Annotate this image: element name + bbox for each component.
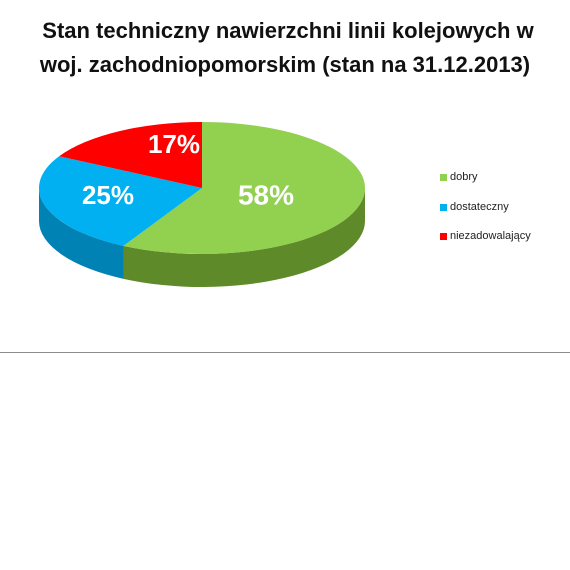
pie-sides	[39, 188, 365, 287]
legend-item-niezadowalajacy: niezadowalający	[440, 229, 531, 243]
pie-slice-niezadowalający	[59, 122, 202, 188]
pie-chart: 58% 25% 17%	[38, 122, 365, 287]
legend-label-niezadowalajacy: niezadowalający	[450, 230, 531, 242]
legend-swatch-niezadowalajacy	[440, 232, 447, 240]
legend-swatch-dostateczny	[440, 203, 447, 211]
chart-title: Stan techniczny nawierzchni linii kolejo…	[0, 14, 570, 82]
data-label-dostateczny: 25%	[82, 180, 134, 210]
legend-item-dobry: dobry	[440, 170, 478, 184]
chart-title-line-2: woj. zachodniopomorskim (stan na 31.12.2…	[39, 52, 531, 77]
data-label-niezadowalający: 17%	[148, 129, 200, 159]
chart-title-line-1: Stan techniczny nawierzchni linii kolejo…	[42, 18, 534, 43]
legend-label-dobry: dobry	[450, 171, 478, 183]
data-label-dobry: 58%	[238, 179, 294, 210]
pie-slice-dostateczny	[38, 156, 203, 246]
pie-slice-dobry	[123, 122, 365, 254]
legend-item-dostateczny: dostateczny	[440, 200, 509, 214]
legend-swatch-dobry	[440, 173, 447, 181]
blank-area	[0, 354, 570, 570]
pie-tops	[38, 122, 365, 254]
pie-side-0-0	[123, 188, 365, 287]
legend-label-dostateczny: dostateczny	[450, 201, 509, 213]
pie-side-1-0	[39, 188, 124, 279]
chart-area: Stan techniczny nawierzchni linii kolejo…	[0, 14, 570, 353]
